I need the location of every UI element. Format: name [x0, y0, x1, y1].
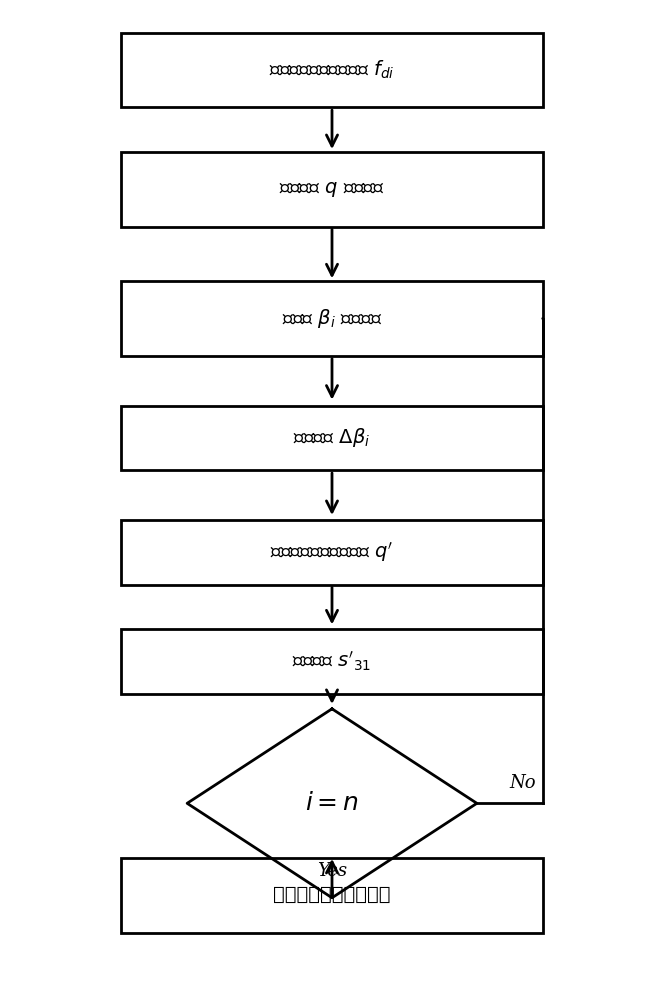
FancyBboxPatch shape — [122, 520, 542, 585]
FancyBboxPatch shape — [122, 152, 542, 227]
Text: Yes: Yes — [317, 862, 347, 880]
Text: 由测量获得多普勒频移 $f_{di}$: 由测量获得多普勒频移 $f_{di}$ — [270, 59, 394, 81]
Polygon shape — [187, 709, 477, 898]
Text: 张角比值 $q$ 的近似解: 张角比值 $q$ 的近似解 — [279, 180, 385, 199]
FancyBboxPatch shape — [122, 281, 542, 356]
Text: No: No — [510, 774, 537, 792]
Text: 求得张角 $\Delta\beta_i$: 求得张角 $\Delta\beta_i$ — [293, 426, 371, 449]
Text: 构造张角比值的迭代解 $q'$: 构造张角比值的迭代解 $q'$ — [270, 540, 394, 564]
Text: 前置角 $\beta_i$ 的近似解: 前置角 $\beta_i$ 的近似解 — [282, 307, 382, 330]
FancyBboxPatch shape — [122, 33, 542, 107]
FancyBboxPatch shape — [122, 629, 542, 694]
Text: 计算系数 $s'_{31}$: 计算系数 $s'_{31}$ — [292, 650, 372, 673]
Text: 计算目标的速度和距离: 计算目标的速度和距离 — [274, 886, 390, 904]
FancyBboxPatch shape — [122, 406, 542, 470]
FancyBboxPatch shape — [122, 858, 542, 933]
Text: $i = n$: $i = n$ — [305, 792, 359, 815]
